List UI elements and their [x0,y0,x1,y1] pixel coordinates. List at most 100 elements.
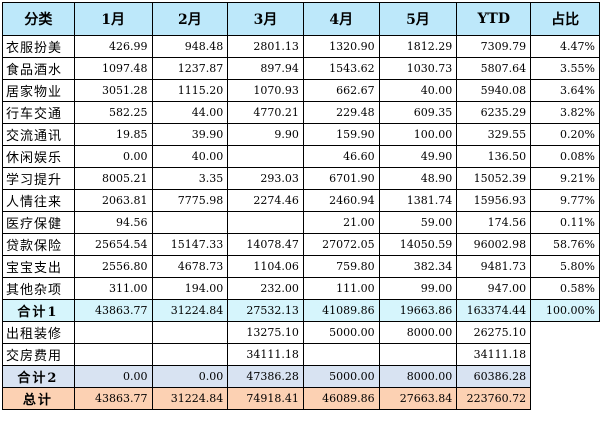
cell-mar[interactable] [227,211,304,234]
cell-feb[interactable]: 40.00 [151,145,229,168]
cell-share[interactable]: 3.64% [530,79,600,102]
cell-jan[interactable]: 426.99 [73,35,153,58]
cell-category[interactable]: 交房费用 [2,343,75,366]
cell-mar[interactable]: 232.00 [227,277,304,300]
cell-jan[interactable]: 19.85 [73,123,153,146]
cell-category[interactable]: 休闲娱乐 [2,145,75,168]
cell-mar[interactable] [227,145,304,168]
cell-share[interactable]: 3.82% [530,101,600,124]
cell-apr[interactable] [302,343,380,366]
column-header-apr[interactable]: 4月 [302,2,380,36]
cell-category[interactable]: 宝宝支出 [2,255,75,278]
cell-may[interactable]: 14050.59 [378,233,458,256]
cell-apr[interactable]: 46089.86 [302,387,380,410]
cell-may[interactable]: 49.90 [378,145,458,168]
cell-apr[interactable]: 27072.05 [302,233,380,256]
cell-category[interactable]: 居家物业 [2,79,75,102]
cell-jan[interactable]: 1097.48 [73,57,153,80]
cell-share[interactable]: 0.20% [530,123,600,146]
cell-jan[interactable]: 3051.28 [73,79,153,102]
cell-category[interactable]: 食品酒水 [2,57,75,80]
cell-may[interactable]: 382.34 [378,255,458,278]
cell-mar[interactable]: 9.90 [227,123,304,146]
cell-mar[interactable]: 34111.18 [227,343,304,366]
cell-share[interactable]: 3.55% [530,57,600,80]
cell-feb[interactable]: 31224.84 [151,299,229,322]
column-header-ytd[interactable]: YTD [456,2,532,36]
cell-ytd[interactable]: 15956.93 [456,189,532,212]
cell-jan[interactable]: 2063.81 [73,189,153,212]
cell-ytd[interactable]: 5940.08 [456,79,532,102]
cell-apr[interactable]: 229.48 [302,101,380,124]
cell-ytd[interactable]: 5807.64 [456,57,532,80]
cell-apr[interactable]: 46.60 [302,145,380,168]
cell-feb[interactable]: 194.00 [151,277,229,300]
cell-ytd[interactable]: 174.56 [456,211,532,234]
cell-jan[interactable]: 8005.21 [73,167,153,190]
cell-share[interactable]: 0.08% [530,145,600,168]
cell-feb[interactable] [151,343,229,366]
cell-may[interactable]: 1381.74 [378,189,458,212]
cell-feb[interactable]: 39.90 [151,123,229,146]
cell-jan[interactable]: 43863.77 [73,387,153,410]
cell-may[interactable]: 19663.86 [378,299,458,322]
cell-feb[interactable]: 4678.73 [151,255,229,278]
cell-ytd[interactable]: 26275.10 [456,321,532,344]
cell-ytd[interactable]: 9481.73 [456,255,532,278]
cell-may[interactable] [378,343,458,366]
cell-feb[interactable]: 0.00 [151,365,229,388]
cell-mar[interactable]: 74918.41 [227,387,304,410]
cell-apr[interactable]: 111.00 [302,277,380,300]
column-header-jan[interactable]: 1月 [73,2,153,36]
cell-mar[interactable]: 14078.47 [227,233,304,256]
cell-ytd[interactable]: 7309.79 [456,35,532,58]
cell-apr[interactable]: 1320.90 [302,35,380,58]
cell-may[interactable]: 1812.29 [378,35,458,58]
cell-share[interactable]: 100.00% [530,299,600,322]
cell-share[interactable]: 0.11% [530,211,600,234]
cell-ytd[interactable]: 15052.39 [456,167,532,190]
cell-may[interactable]: 100.00 [378,123,458,146]
cell-feb[interactable] [151,211,229,234]
cell-apr[interactable]: 1543.62 [302,57,380,80]
cell-mar[interactable]: 2274.46 [227,189,304,212]
cell-mar[interactable]: 13275.10 [227,321,304,344]
cell-mar[interactable]: 897.94 [227,57,304,80]
cell-ytd[interactable]: 947.00 [456,277,532,300]
cell-apr[interactable]: 662.67 [302,79,380,102]
cell-mar[interactable]: 293.03 [227,167,304,190]
cell-mar[interactable]: 2801.13 [227,35,304,58]
cell-feb[interactable]: 3.35 [151,167,229,190]
cell-may[interactable]: 48.90 [378,167,458,190]
cell-share[interactable]: 0.58% [530,277,600,300]
cell-feb[interactable] [151,321,229,344]
cell-jan[interactable]: 25654.54 [73,233,153,256]
cell-mar[interactable]: 1104.06 [227,255,304,278]
cell-may[interactable]: 8000.00 [378,321,458,344]
column-header-category[interactable]: 分类 [2,2,75,36]
cell-category[interactable]: 学习提升 [2,167,75,190]
cell-category[interactable]: 人情往来 [2,189,75,212]
cell-feb[interactable]: 7775.98 [151,189,229,212]
cell-mar[interactable]: 47386.28 [227,365,304,388]
cell-category[interactable]: 衣服扮美 [2,35,75,58]
cell-ytd[interactable]: 223760.72 [456,387,532,410]
cell-mar[interactable]: 4770.21 [227,101,304,124]
cell-mar[interactable]: 1070.93 [227,79,304,102]
cell-jan[interactable] [73,321,153,344]
cell-feb[interactable]: 948.48 [151,35,229,58]
cell-jan[interactable] [73,343,153,366]
cell-category[interactable]: 合计2 [2,365,75,388]
cell-ytd[interactable]: 6235.29 [456,101,532,124]
cell-category[interactable]: 合计1 [2,299,75,322]
cell-category[interactable]: 出租装修 [2,321,75,344]
cell-apr[interactable]: 2460.94 [302,189,380,212]
cell-may[interactable]: 40.00 [378,79,458,102]
cell-may[interactable]: 609.35 [378,101,458,124]
column-header-may[interactable]: 5月 [378,2,458,36]
cell-ytd[interactable]: 96002.98 [456,233,532,256]
cell-apr[interactable]: 5000.00 [302,365,380,388]
cell-feb[interactable]: 15147.33 [151,233,229,256]
cell-jan[interactable]: 43863.77 [73,299,153,322]
column-header-mar[interactable]: 3月 [227,2,304,36]
